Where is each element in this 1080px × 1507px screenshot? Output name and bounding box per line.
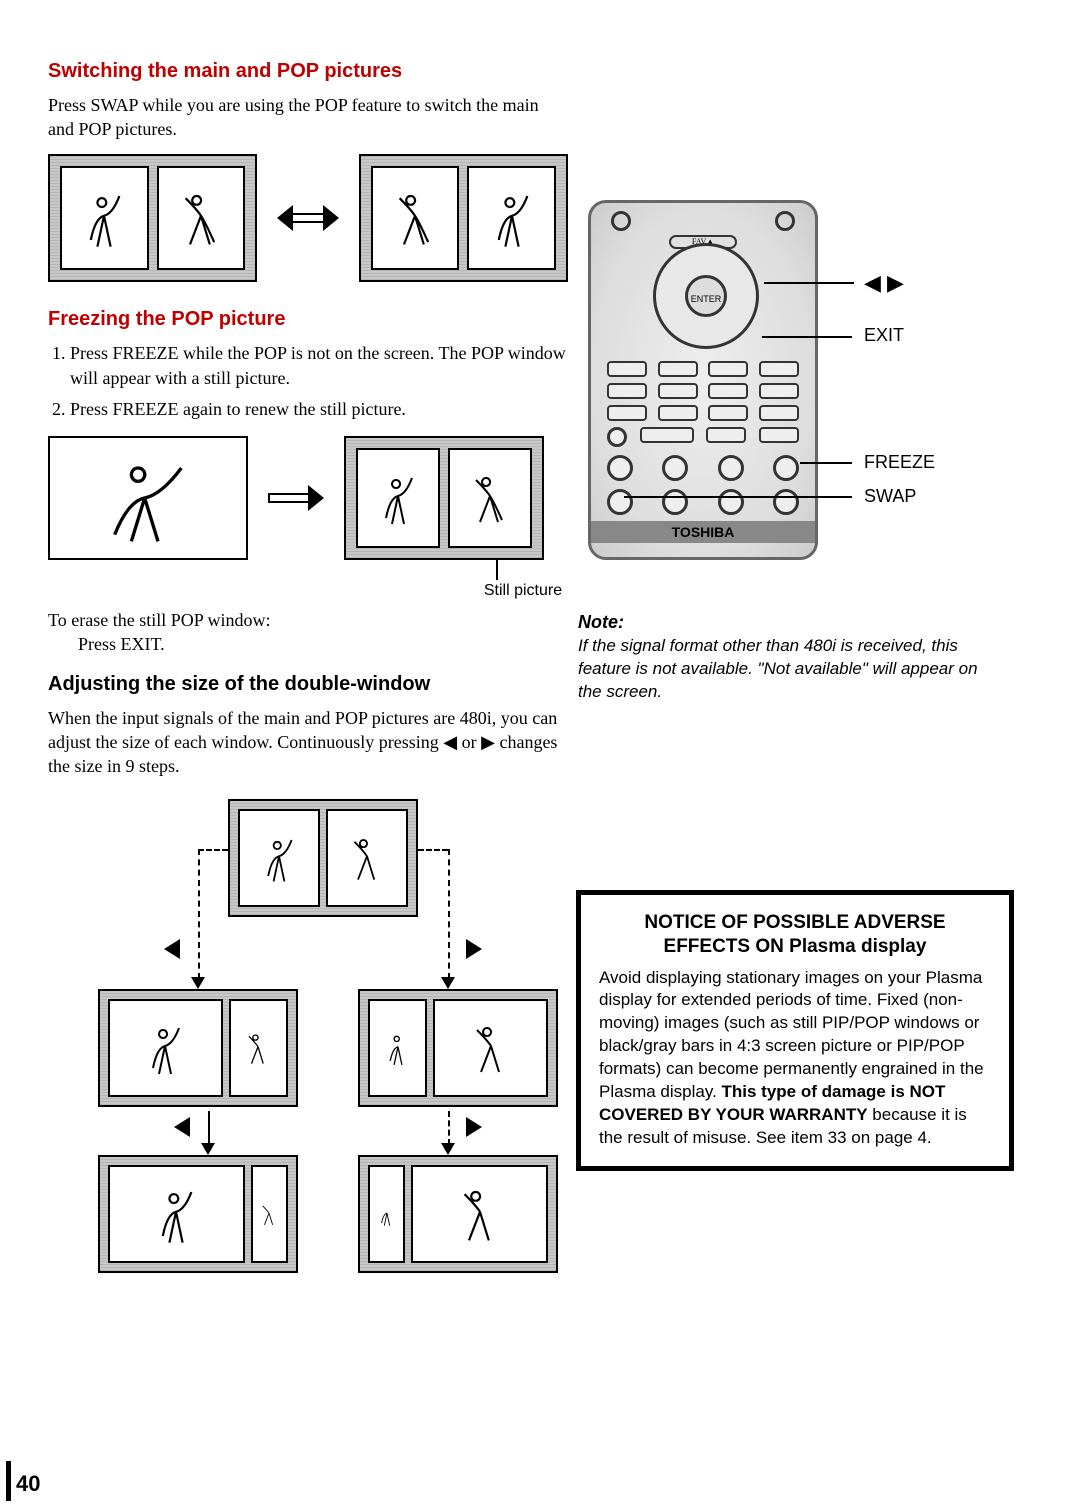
freeze-button (773, 455, 799, 481)
swap-illustration (48, 154, 568, 282)
pop-screen-after (359, 154, 568, 282)
erase-text-2: Press EXIT. (78, 632, 458, 656)
notice-body: Avoid displaying stationary images on yo… (599, 967, 991, 1151)
erase-text-1: To erase the still POP window: (48, 608, 458, 632)
adj-screen-equal (228, 799, 418, 917)
callout-exit: EXIT (864, 325, 904, 346)
page-number: 40 (16, 1471, 40, 1497)
caption-pointer (496, 560, 498, 580)
panel-pop (467, 166, 556, 270)
callout-swap: SWAP (864, 486, 916, 507)
adj-screen-main-larger (98, 989, 298, 1107)
remote-column: FAV▲ ENTER TOSHIBA ◀ ▶ EXIT FREEZE SWAP (578, 200, 1038, 560)
left-arrow-icon (164, 939, 180, 959)
body-adjusting: When the input signals of the main and P… (48, 706, 568, 779)
freeze-screen-after (344, 436, 544, 560)
heading-switching: Switching the main and POP pictures (48, 60, 1032, 83)
right-arrow-icon (466, 1117, 482, 1137)
dashed-line (448, 849, 450, 979)
freeze-step-1: Press FREEZE while the POP is not on the… (70, 341, 590, 391)
panel-main (356, 448, 440, 548)
note: Note: If the signal format other than 48… (578, 612, 978, 704)
pop-screen-before (48, 154, 257, 282)
left-arrow-icon (174, 1117, 190, 1137)
panel-main (371, 166, 460, 270)
freeze-arrow-icon (268, 485, 324, 511)
left-right-arrows-icon: ◀ or ▶ (443, 732, 495, 752)
freeze-illustration (48, 436, 568, 560)
freeze-steps: Press FREEZE while the POP is not on the… (70, 341, 590, 423)
freeze-screen-before (48, 436, 248, 560)
swap-button (607, 489, 633, 515)
right-arrow-icon (466, 939, 482, 959)
callout-freeze: FREEZE (864, 452, 935, 473)
panel-pop (157, 166, 246, 270)
page-margin-bar (6, 1461, 11, 1501)
freeze-step-2: Press FREEZE again to renew the still pi… (70, 397, 590, 422)
adj-screen-pop-largest (358, 1155, 558, 1273)
remote-control: FAV▲ ENTER TOSHIBA (588, 200, 818, 560)
notice-title: NOTICE OF POSSIBLE ADVERSE EFFECTS ON Pl… (599, 911, 991, 959)
remote-brand: TOSHIBA (591, 521, 815, 543)
note-body: If the signal format other than 480i is … (578, 635, 978, 704)
callout-left-right: ◀ ▶ (864, 270, 904, 296)
panel-main (60, 166, 149, 270)
adjust-illustration (68, 799, 588, 1259)
swap-arrow-icon (277, 205, 339, 231)
body-switching: Press SWAP while you are using the POP f… (48, 93, 568, 142)
dashed-line (198, 849, 200, 979)
note-title: Note: (578, 612, 978, 633)
adj-screen-main-largest (98, 1155, 298, 1273)
adj-screen-pop-larger (358, 989, 558, 1107)
panel-still (448, 448, 532, 548)
notice-box: NOTICE OF POSSIBLE ADVERSE EFFECTS ON Pl… (576, 890, 1014, 1171)
